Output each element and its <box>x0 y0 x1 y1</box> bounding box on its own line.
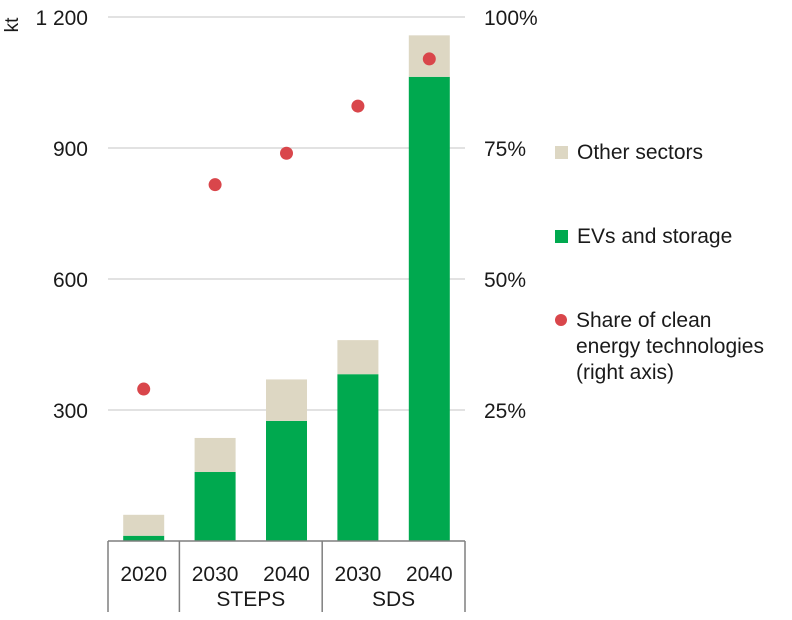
legend-label-evs-storage: EVs and storage <box>577 225 733 248</box>
share-dot <box>208 178 222 192</box>
share-dot <box>351 99 365 113</box>
legend-label-clean-share: Share of clean energy technologies (righ… <box>576 309 764 384</box>
bar-other-sectors <box>123 514 165 536</box>
legend-item-other-sectors: Other sectors <box>555 140 703 166</box>
x-group-label: SDS <box>372 588 415 611</box>
y-axis-label: kt <box>2 17 23 33</box>
y-left-tick-label: 900 <box>53 138 88 161</box>
x-tick-label: 2030 <box>335 563 382 586</box>
y-right-tick-label: 50% <box>484 269 526 292</box>
y-left-tick-label: 1 200 <box>35 7 88 30</box>
bar-evs-and-storage <box>408 76 450 541</box>
y-right-tick-label: 100% <box>484 7 538 30</box>
legend-swatch-evs-storage <box>555 230 568 243</box>
share-dot <box>137 382 151 396</box>
legend-label-other-sectors: Other sectors <box>577 141 704 164</box>
bar-evs-and-storage <box>194 472 236 541</box>
x-tick-label: 2030 <box>192 563 239 586</box>
bar-other-sectors <box>337 340 379 375</box>
y-right-tick-label: 25% <box>484 400 526 423</box>
bar-evs-and-storage <box>123 535 165 541</box>
share-dot <box>422 52 436 66</box>
share-dot <box>280 146 293 160</box>
x-tick-label: 2040 <box>263 563 310 586</box>
y-left-tick-label: 600 <box>53 269 88 292</box>
x-tick-label: 2040 <box>406 563 453 586</box>
legend-item-evs-storage: EVs and storage <box>555 224 732 250</box>
legend-swatch-other-sectors <box>555 146 568 159</box>
bar-other-sectors <box>194 437 236 473</box>
bar-evs-and-storage <box>337 374 379 541</box>
y-left-tick-label: 300 <box>53 400 88 423</box>
legend-item-clean-share: Share of clean energy technologies (righ… <box>555 308 764 386</box>
bar-evs-and-storage <box>266 420 307 541</box>
x-group-label: STEPS <box>216 588 285 611</box>
bar-other-sectors <box>266 379 307 421</box>
x-tick-label: 2020 <box>120 563 167 586</box>
y-right-tick-label: 75% <box>484 138 526 161</box>
legend-swatch-clean-share <box>555 314 567 326</box>
